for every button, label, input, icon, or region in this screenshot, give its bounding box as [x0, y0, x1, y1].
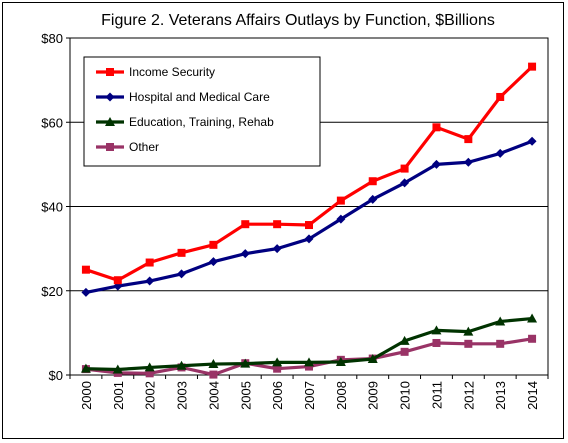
- series-other: [81, 334, 537, 379]
- y-tick-label: $0: [49, 368, 63, 383]
- data-point: [81, 265, 90, 274]
- data-point: [145, 258, 154, 267]
- data-point: [176, 360, 187, 370]
- y-tick-label: $40: [41, 200, 63, 215]
- chart-title: Figure 2. Veterans Affairs Outlays by Fu…: [101, 12, 495, 29]
- x-tick-label: 2013: [493, 381, 508, 410]
- data-point: [272, 244, 282, 254]
- x-tick-label: 2002: [143, 381, 158, 410]
- legend-label: Other: [129, 140, 159, 154]
- data-point: [432, 123, 441, 132]
- data-point: [399, 335, 410, 345]
- data-point: [208, 257, 218, 267]
- data-point: [112, 364, 123, 374]
- data-point: [432, 338, 441, 347]
- x-tick-label: 2014: [525, 381, 540, 410]
- legend-swatch-marker: [106, 68, 114, 76]
- x-tick-label: 2006: [270, 381, 285, 410]
- data-point: [527, 136, 537, 146]
- legend-entry: Other: [96, 140, 159, 154]
- data-point: [367, 353, 378, 363]
- data-point: [240, 358, 251, 368]
- legend-entry: Hospital and Medical Care: [96, 90, 270, 104]
- data-point: [273, 220, 282, 229]
- data-point: [495, 316, 506, 326]
- data-point: [527, 313, 538, 323]
- legend-entry: Income Security: [96, 65, 215, 79]
- data-point: [145, 369, 154, 378]
- legend-entry: Education, Training, Rehab: [96, 115, 274, 129]
- data-point: [241, 220, 250, 229]
- x-tick-label: 2000: [79, 381, 94, 410]
- data-point: [464, 339, 473, 348]
- data-point: [177, 248, 186, 257]
- data-point: [528, 334, 537, 343]
- data-point: [463, 157, 473, 167]
- data-point: [400, 347, 409, 356]
- x-axis: 2000 2001 2002 2003 2004 2005 2006 2007 2008 2009…: [69, 375, 549, 410]
- data-point: [496, 92, 505, 101]
- x-tick-label: 2007: [302, 381, 317, 410]
- data-point: [240, 249, 250, 259]
- series-income-security: [81, 62, 537, 285]
- data-point: [145, 276, 155, 286]
- legend-label: Education, Training, Rehab: [129, 115, 274, 129]
- data-point: [336, 214, 346, 224]
- data-point: [81, 287, 91, 297]
- data-point: [335, 356, 346, 366]
- x-tick-label: 2010: [398, 381, 413, 410]
- x-tick-label: 2003: [175, 381, 190, 410]
- data-point: [528, 62, 537, 71]
- y-axis: $0 $20 $40 $60 $80: [41, 31, 70, 383]
- data-point: [209, 240, 218, 249]
- y-tick-label: $80: [41, 31, 63, 46]
- x-tick-label: 2011: [429, 381, 444, 409]
- y-tick-label: $20: [41, 284, 63, 299]
- legend-swatch-marker: [105, 117, 115, 126]
- data-point: [304, 234, 314, 244]
- x-tick-label: 2008: [334, 381, 349, 410]
- x-tick-label: 2012: [461, 381, 476, 410]
- data-point: [305, 362, 313, 371]
- series-education-training-rehab: [80, 313, 538, 374]
- data-point: [336, 196, 345, 205]
- data-point: [431, 325, 442, 335]
- data-point: [496, 339, 505, 348]
- data-point: [177, 269, 187, 279]
- data-point: [495, 148, 505, 158]
- series-hospital-and-medical-care: [81, 136, 537, 297]
- data-point: [272, 357, 283, 367]
- data-point: [368, 177, 377, 186]
- data-point: [305, 221, 313, 230]
- legend: Income Security Hospital and Medical Care…: [83, 56, 321, 167]
- legend-label: Income Security: [129, 65, 215, 79]
- data-point: [144, 362, 155, 372]
- legend-swatch-marker: [106, 143, 114, 151]
- legend-swatch-marker: [105, 92, 115, 102]
- x-tick-label: 2005: [238, 381, 253, 410]
- data-point: [400, 178, 410, 188]
- data-point: [209, 370, 218, 379]
- data-point: [304, 357, 314, 367]
- data-point: [400, 164, 409, 173]
- x-tick-label: 2009: [366, 381, 381, 410]
- series-layer: [80, 62, 538, 379]
- data-point: [80, 363, 91, 373]
- data-point: [208, 359, 219, 369]
- data-point: [113, 276, 122, 285]
- y-tick-label: $60: [41, 115, 63, 130]
- data-point: [273, 364, 282, 373]
- x-tick-label: 2004: [206, 381, 221, 410]
- data-point: [431, 159, 441, 169]
- data-point: [463, 326, 474, 336]
- x-tick-label: 2001: [111, 381, 126, 410]
- data-point: [368, 194, 378, 204]
- data-point: [464, 135, 473, 144]
- legend-label: Hospital and Medical Care: [129, 90, 270, 104]
